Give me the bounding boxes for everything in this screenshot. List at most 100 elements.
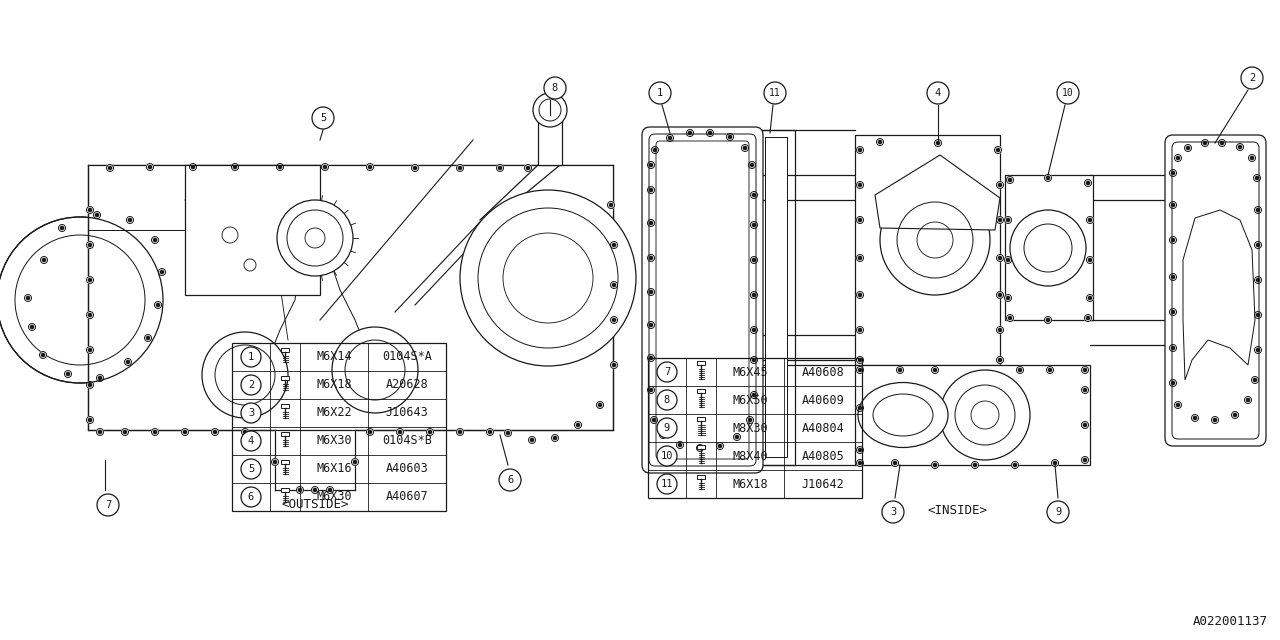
Circle shape <box>151 237 159 243</box>
Circle shape <box>1011 461 1019 468</box>
Circle shape <box>1047 177 1050 180</box>
Circle shape <box>856 367 864 374</box>
Circle shape <box>648 355 654 362</box>
Bar <box>698 417 705 421</box>
Text: A20628: A20628 <box>385 378 429 392</box>
Circle shape <box>146 163 154 170</box>
Circle shape <box>1087 257 1093 264</box>
Circle shape <box>60 227 64 230</box>
Circle shape <box>753 223 755 227</box>
Circle shape <box>891 460 899 467</box>
Circle shape <box>648 161 654 168</box>
Circle shape <box>1213 419 1216 422</box>
Circle shape <box>59 225 65 232</box>
Circle shape <box>1252 376 1258 383</box>
Circle shape <box>648 321 654 328</box>
Circle shape <box>1088 259 1092 262</box>
Circle shape <box>649 291 653 294</box>
Circle shape <box>271 458 279 465</box>
Text: 3: 3 <box>890 507 896 517</box>
Circle shape <box>1082 387 1088 394</box>
Circle shape <box>87 381 93 388</box>
Circle shape <box>612 364 616 367</box>
Circle shape <box>1254 241 1262 248</box>
Circle shape <box>64 371 72 378</box>
Circle shape <box>241 375 261 395</box>
Text: M6X30: M6X30 <box>316 435 352 447</box>
Circle shape <box>1257 209 1260 212</box>
Circle shape <box>764 82 786 104</box>
Circle shape <box>1257 314 1260 317</box>
Circle shape <box>859 449 861 452</box>
Circle shape <box>192 165 195 168</box>
Circle shape <box>1009 316 1011 319</box>
Text: <INSIDE>: <INSIDE> <box>928 504 988 516</box>
Circle shape <box>352 458 358 465</box>
Circle shape <box>856 216 864 223</box>
Text: 4: 4 <box>934 88 941 98</box>
Circle shape <box>353 460 357 463</box>
Circle shape <box>1211 417 1219 424</box>
Text: A40607: A40607 <box>385 490 429 504</box>
Circle shape <box>1239 145 1242 148</box>
Bar <box>698 389 705 393</box>
Circle shape <box>123 431 127 433</box>
Circle shape <box>1005 294 1011 301</box>
Circle shape <box>1253 378 1257 381</box>
Circle shape <box>366 429 374 435</box>
Circle shape <box>202 332 288 418</box>
Text: M6X50: M6X50 <box>732 394 768 406</box>
Circle shape <box>460 190 636 366</box>
Circle shape <box>998 184 1001 187</box>
Circle shape <box>859 328 861 332</box>
Circle shape <box>856 326 864 333</box>
Circle shape <box>1176 156 1180 159</box>
Bar <box>282 488 289 492</box>
Circle shape <box>997 356 1004 364</box>
Circle shape <box>753 358 755 362</box>
Circle shape <box>718 444 722 447</box>
Circle shape <box>211 429 219 435</box>
Circle shape <box>1170 237 1176 243</box>
Circle shape <box>88 419 92 422</box>
Circle shape <box>1170 344 1176 351</box>
Circle shape <box>893 461 896 465</box>
Circle shape <box>649 221 653 225</box>
Circle shape <box>1082 456 1088 463</box>
Circle shape <box>97 494 119 516</box>
Circle shape <box>689 131 691 134</box>
Circle shape <box>1170 202 1176 209</box>
Circle shape <box>154 431 156 433</box>
Circle shape <box>1244 397 1252 403</box>
Circle shape <box>96 374 104 381</box>
Circle shape <box>668 136 672 140</box>
Circle shape <box>972 461 978 468</box>
Circle shape <box>1171 346 1175 349</box>
Text: 10: 10 <box>1062 88 1074 98</box>
Text: 2: 2 <box>248 380 255 390</box>
Circle shape <box>189 163 197 170</box>
Text: 4: 4 <box>248 436 255 446</box>
Circle shape <box>657 418 677 438</box>
Circle shape <box>1087 181 1089 184</box>
Circle shape <box>1044 317 1051 323</box>
Circle shape <box>507 431 509 435</box>
Circle shape <box>859 148 861 152</box>
Circle shape <box>859 358 861 362</box>
Circle shape <box>41 257 47 264</box>
Circle shape <box>160 271 164 273</box>
Circle shape <box>214 431 216 433</box>
Text: 9: 9 <box>664 423 671 433</box>
Circle shape <box>609 204 613 207</box>
Circle shape <box>741 145 749 152</box>
Circle shape <box>998 358 1001 362</box>
Bar <box>648 358 861 498</box>
Text: M6X16: M6X16 <box>316 463 352 476</box>
Circle shape <box>1219 140 1225 147</box>
Bar <box>855 135 1000 365</box>
Bar <box>282 432 289 436</box>
Circle shape <box>877 138 883 145</box>
Circle shape <box>1171 172 1175 175</box>
Circle shape <box>1009 179 1011 182</box>
Circle shape <box>1057 82 1079 104</box>
